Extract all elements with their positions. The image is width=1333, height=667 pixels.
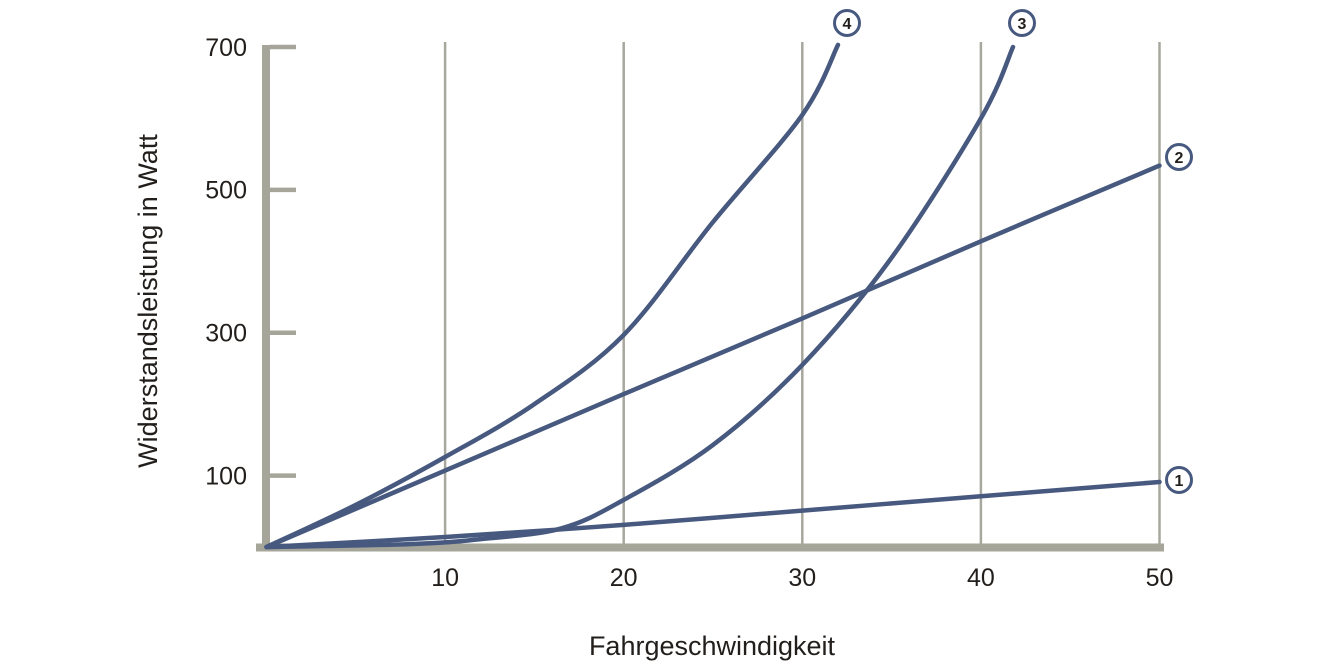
curve-label-4: 4 [833,9,861,37]
x-tick-label-10: 10 [431,564,459,592]
x-axis-line [256,543,1164,552]
x-axis-title: Fahrgeschwindigkeit [589,631,836,661]
x-tick-label-40: 40 [967,564,995,592]
curve-label-number-3: 3 [1018,16,1027,33]
curve-label-number-1: 1 [1175,473,1184,490]
y-tick-marks [270,44,296,478]
y-tick-labels: 100 300 500 700 [205,34,247,491]
curve-3 [264,44,1016,550]
curve-label-number-4: 4 [843,16,852,33]
x-tick-label-50: 50 [1146,564,1174,592]
curve-markers: 1 2 3 4 [833,9,1193,494]
curves [264,42,1162,550]
gridlines [443,42,1161,545]
curve-label-circle-3 [1008,9,1036,37]
y-axis-line [262,45,270,552]
y-tick-label-100: 100 [205,462,247,490]
curve-label-circle-2 [1165,143,1193,171]
curve-label-circle-4 [833,9,861,37]
x-tick-label-30: 30 [788,564,816,592]
curve-2 [264,163,1162,550]
x-tick-labels: 10 20 30 40 50 [431,564,1173,592]
curve-label-number-2: 2 [1175,150,1184,167]
curve-label-2: 2 [1165,143,1193,171]
curve-1 [264,479,1162,550]
y-tick-label-500: 500 [205,177,247,205]
curve-label-1: 1 [1165,466,1193,494]
curve-4 [264,42,841,550]
curve-label-3: 3 [1008,9,1036,37]
y-tick-label-700: 700 [205,34,247,62]
x-tick-label-20: 20 [610,564,638,592]
y-tick-label-300: 300 [205,319,247,347]
y-axis-title: Widerstandsleistung in Watt [133,134,163,468]
curve-label-circle-1 [1165,466,1193,494]
